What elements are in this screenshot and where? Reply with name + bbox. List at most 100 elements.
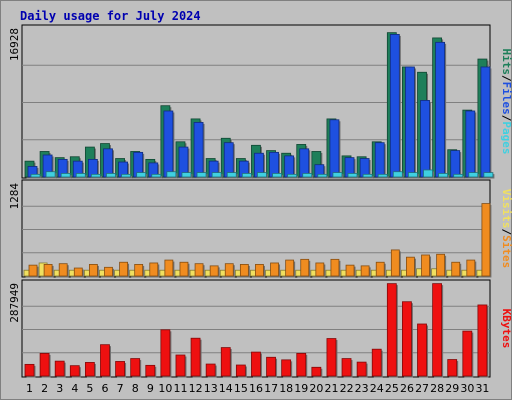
x-tick-9: 9 [147, 382, 154, 395]
x-tick-26: 26 [400, 382, 414, 395]
bar-kbytes-23 [356, 361, 367, 377]
legend-kbytes: KBytes [500, 309, 512, 349]
x-tick-5: 5 [86, 382, 93, 395]
bar-pages-26 [408, 172, 418, 178]
bar-kbytes-29 [447, 359, 458, 377]
bar-pages-30 [468, 172, 479, 178]
legend-separator: / [500, 115, 512, 122]
bar-kbytes-24 [371, 348, 382, 377]
bar-pages-6 [106, 173, 116, 178]
bar-pages-14 [226, 172, 237, 178]
bar-sites-20 [315, 262, 325, 277]
bar-kbytes-3 [54, 360, 65, 377]
x-tick-24: 24 [370, 382, 384, 395]
bar-pages-15 [241, 173, 252, 178]
legend-separator: / [500, 75, 512, 82]
bar-kbytes-26 [402, 301, 412, 377]
bar-files-31 [480, 66, 491, 178]
bar-pages-27 [423, 169, 433, 178]
bar-kbytes-8 [130, 358, 141, 377]
x-tick-18: 18 [279, 382, 293, 395]
bar-files-19 [299, 148, 310, 178]
bar-sites-28 [436, 253, 446, 277]
bar-kbytes-21 [326, 338, 337, 377]
bar-sites-25 [390, 249, 400, 277]
x-tick-29: 29 [445, 382, 459, 395]
x-tick-11: 11 [174, 382, 188, 395]
bar-sites-3 [58, 263, 68, 277]
bar-pages-13 [211, 172, 222, 178]
bar-pages-9 [151, 173, 162, 178]
bar-kbytes-31 [477, 304, 488, 377]
x-tick-25: 25 [385, 382, 399, 395]
bar-sites-31 [481, 203, 491, 277]
x-tick-14: 14 [219, 382, 233, 395]
bar-pages-7 [121, 173, 131, 178]
bar-sites-18 [285, 259, 295, 277]
bar-sites-13 [209, 265, 219, 277]
x-tick-23: 23 [355, 382, 369, 395]
bar-sites-12 [194, 263, 204, 277]
bar-pages-23 [362, 173, 373, 178]
x-tick-27: 27 [415, 382, 429, 395]
bar-kbytes-4 [69, 365, 80, 377]
bar-kbytes-15 [235, 364, 246, 377]
right-legend: Visits/Sites [500, 189, 512, 269]
bar-pages-16 [257, 172, 267, 178]
x-tick-7: 7 [117, 382, 124, 395]
x-tick-20: 20 [309, 382, 323, 395]
y-max-label: 1284 [8, 183, 21, 210]
bar-pages-1 [30, 173, 41, 178]
x-tick-4: 4 [71, 382, 78, 395]
bar-kbytes-12 [190, 337, 201, 377]
x-tick-1: 1 [26, 382, 33, 395]
bar-sites-2 [43, 264, 53, 277]
bar-files-10 [163, 110, 174, 178]
bar-kbytes-13 [205, 363, 216, 377]
bar-sites-7 [119, 261, 128, 277]
bar-files-25 [389, 34, 400, 178]
bar-pages-3 [60, 173, 71, 178]
bar-pages-18 [287, 173, 298, 178]
bar-sites-22 [345, 264, 355, 277]
bar-sites-19 [300, 258, 310, 277]
bar-pages-2 [45, 171, 56, 178]
bar-kbytes-25 [386, 283, 397, 377]
bar-kbytes-28 [432, 283, 443, 377]
bar-pages-28 [438, 173, 449, 178]
x-tick-30: 30 [460, 382, 474, 395]
bar-pages-10 [166, 171, 177, 178]
legend-files: Files [500, 82, 512, 115]
bar-files-21 [329, 119, 340, 178]
bar-sites-21 [330, 258, 340, 277]
bar-kbytes-18 [281, 359, 292, 377]
bar-sites-23 [360, 265, 370, 277]
bar-kbytes-27 [417, 323, 427, 377]
x-tick-8: 8 [132, 382, 139, 395]
right-legend: KBytes [500, 309, 512, 349]
y-max-label: 287949 [8, 283, 21, 323]
x-tick-3: 3 [56, 382, 63, 395]
bar-files-30 [465, 110, 476, 178]
bar-sites-5 [88, 264, 98, 277]
panel-3: 287949 KBytes [8, 279, 512, 378]
bar-sites-26 [406, 256, 415, 277]
bar-kbytes-2 [39, 352, 50, 377]
bar-pages-31 [483, 172, 494, 178]
x-tick-21: 21 [324, 382, 338, 395]
bar-files-6 [103, 148, 113, 178]
bar-pages-21 [332, 172, 343, 178]
bar-files-24 [374, 142, 385, 178]
bar-kbytes-6 [100, 344, 110, 377]
legend-hits: Hits [500, 49, 512, 76]
y-max-label: 16928 [8, 28, 21, 61]
chart-title: Daily usage for July 2024 [20, 9, 201, 23]
bar-kbytes-1 [24, 363, 35, 377]
bar-sites-17 [270, 262, 279, 277]
bar-files-28 [435, 41, 446, 178]
bar-files-29 [450, 150, 461, 178]
bar-sites-4 [73, 267, 83, 277]
bar-pages-22 [347, 173, 358, 178]
